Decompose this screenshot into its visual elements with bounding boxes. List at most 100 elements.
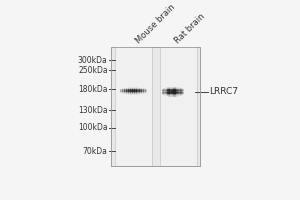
Bar (181, 88, 182, 89)
Bar (163, 90, 164, 91)
Bar (137, 89, 138, 90)
Bar (180, 94, 181, 95)
Bar (115, 47, 152, 166)
Bar (169, 88, 170, 89)
Bar (135, 91, 136, 92)
Bar (174, 89, 175, 90)
Bar (134, 94, 136, 95)
Bar (123, 90, 124, 91)
Bar (162, 92, 163, 93)
Bar (170, 89, 171, 90)
Bar (132, 88, 133, 89)
Bar (123, 89, 124, 90)
Bar (137, 91, 138, 92)
Bar (134, 89, 136, 90)
Bar (137, 88, 138, 89)
Bar (124, 92, 125, 93)
Bar (162, 89, 163, 90)
Bar (182, 94, 183, 95)
Bar (123, 91, 124, 92)
Bar (137, 87, 138, 88)
Bar (166, 89, 167, 90)
Bar (144, 91, 145, 92)
Bar (173, 90, 174, 91)
Bar (167, 92, 168, 93)
Bar (164, 95, 165, 96)
Bar (128, 91, 129, 92)
Bar (126, 93, 127, 94)
Bar (165, 89, 166, 90)
Bar (125, 89, 126, 90)
Bar (136, 90, 137, 91)
Bar (136, 93, 137, 94)
Bar (182, 92, 183, 93)
Bar (122, 89, 123, 90)
Bar (173, 93, 174, 94)
Bar (162, 90, 163, 91)
Bar (140, 91, 141, 92)
Bar (128, 90, 129, 91)
Bar (176, 90, 177, 91)
Bar (111, 47, 200, 166)
Bar (167, 88, 168, 89)
Bar (168, 94, 169, 95)
Bar (180, 92, 181, 93)
Bar (136, 89, 137, 90)
Bar (179, 89, 180, 90)
Bar (177, 90, 178, 91)
Bar (168, 91, 169, 92)
Bar (179, 91, 180, 92)
Bar (166, 93, 167, 94)
Bar (145, 88, 146, 89)
Bar (170, 90, 171, 91)
Bar (178, 93, 179, 94)
Bar (169, 96, 170, 97)
Bar (174, 96, 175, 97)
Bar (164, 92, 165, 93)
Bar (166, 92, 167, 93)
Bar (179, 93, 180, 94)
Bar (170, 93, 171, 94)
Bar (128, 91, 129, 92)
Bar (172, 95, 173, 96)
Bar (145, 91, 146, 92)
Bar (172, 96, 173, 97)
Bar (128, 89, 129, 90)
Bar (177, 91, 178, 92)
Bar (175, 89, 176, 90)
Bar (141, 91, 142, 92)
Bar (141, 89, 142, 90)
Bar (182, 94, 183, 95)
Bar (180, 89, 181, 90)
Bar (176, 88, 177, 89)
Bar (176, 92, 177, 93)
Bar (168, 88, 169, 89)
Bar (169, 89, 170, 90)
Bar (119, 92, 121, 93)
Bar (176, 89, 177, 90)
Bar (130, 90, 131, 91)
Bar (182, 93, 183, 94)
Bar (135, 92, 136, 93)
Bar (170, 90, 171, 91)
Bar (142, 90, 144, 91)
Bar (181, 90, 182, 91)
Bar (136, 92, 137, 93)
Bar (182, 92, 183, 93)
Bar (169, 92, 170, 93)
Bar (173, 87, 174, 88)
Bar (126, 93, 127, 94)
Bar (183, 90, 184, 91)
Bar (170, 89, 171, 90)
Bar (126, 90, 127, 91)
Bar (139, 90, 140, 91)
Bar (177, 92, 178, 93)
Bar (133, 89, 134, 90)
Bar (174, 96, 175, 97)
Bar (162, 89, 163, 90)
Bar (132, 87, 134, 88)
Bar (183, 93, 184, 94)
Bar (174, 93, 175, 94)
Bar (124, 91, 125, 92)
Bar (132, 94, 134, 95)
